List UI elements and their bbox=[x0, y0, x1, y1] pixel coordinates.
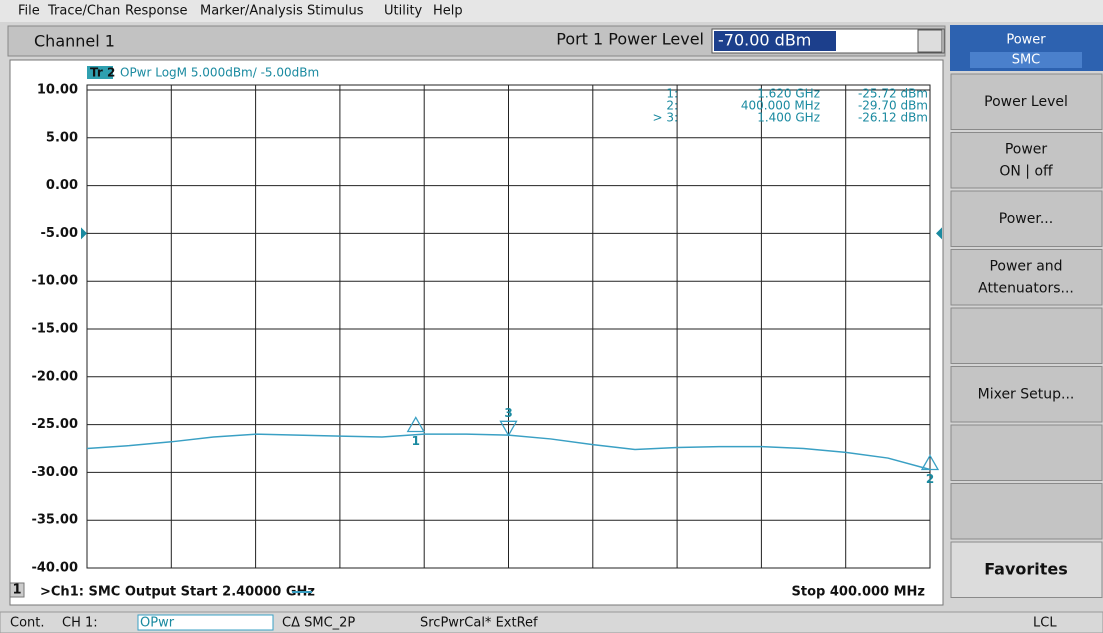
softkey[interactable] bbox=[950, 483, 1103, 540]
marker-table-x: 400.000 MHz bbox=[741, 99, 820, 113]
start-label: >Ch1: SMC Output Start 2.40000 GHz bbox=[40, 585, 315, 600]
plot-panel bbox=[9, 59, 944, 606]
softkey-label[interactable]: Power and bbox=[989, 258, 1062, 274]
y-tick-label: 5.00 bbox=[46, 130, 78, 145]
menu-item[interactable]: File bbox=[18, 4, 40, 19]
marker-id: 3 bbox=[504, 406, 512, 420]
menu-item[interactable]: Help bbox=[433, 4, 463, 19]
softkey-label[interactable]: ON | off bbox=[999, 163, 1053, 179]
status-item: OPwr bbox=[140, 616, 175, 631]
stop-label: Stop 400.000 MHz bbox=[792, 585, 925, 600]
y-tick-label: -15.00 bbox=[31, 322, 78, 337]
ref-arrow-right bbox=[936, 227, 942, 240]
softkey[interactable] bbox=[950, 73, 1103, 130]
y-tick-label: -20.00 bbox=[31, 369, 78, 384]
marker-id: 1 bbox=[412, 434, 420, 448]
status-item: Cont. bbox=[10, 616, 45, 631]
menu-item[interactable]: Response bbox=[125, 4, 187, 19]
softkey-header-sub: SMC bbox=[1012, 53, 1041, 68]
marker-table-id: 1: bbox=[666, 87, 678, 101]
softkey-label[interactable]: Power bbox=[1005, 141, 1048, 157]
softkey[interactable] bbox=[950, 132, 1103, 189]
field-value[interactable]: -70.00 dBm bbox=[718, 31, 811, 50]
softkey[interactable] bbox=[950, 366, 1103, 423]
softkey[interactable] bbox=[950, 190, 1103, 247]
softkey-label[interactable]: Mixer Setup... bbox=[978, 386, 1075, 402]
menu-item[interactable]: Marker/Analysis bbox=[200, 4, 303, 19]
status-bar bbox=[0, 611, 1103, 633]
marker-table-id: > 3: bbox=[652, 111, 678, 125]
channel-number-box bbox=[9, 582, 25, 598]
status-item: LCL bbox=[1033, 616, 1057, 631]
y-tick-label: -5.00 bbox=[41, 226, 78, 241]
marker-table-id: 2: bbox=[666, 99, 678, 113]
field-highlight bbox=[714, 31, 836, 51]
y-tick-label: 10.00 bbox=[37, 83, 78, 98]
marker-table-value: -29.70 dBm bbox=[858, 99, 928, 113]
field-label: Port 1 Power Level bbox=[556, 30, 704, 49]
softkey[interactable] bbox=[950, 424, 1103, 481]
plot-frame bbox=[86, 84, 931, 569]
y-tick-label: -40.00 bbox=[31, 561, 78, 576]
trace-id: Tr 2 bbox=[90, 66, 115, 80]
marker-table-value: -25.72 dBm bbox=[858, 87, 928, 101]
marker-table-x: 1.620 GHz bbox=[757, 87, 820, 101]
softkey-label[interactable]: Favorites bbox=[984, 559, 1068, 578]
y-tick-label: -30.00 bbox=[31, 465, 78, 480]
menu-item[interactable]: Utility bbox=[384, 4, 423, 19]
softkey-label[interactable]: Attenuators... bbox=[978, 280, 1074, 296]
marker-id: 2 bbox=[926, 472, 934, 486]
softkey-label[interactable]: Power... bbox=[999, 211, 1053, 227]
softkey-header-title: Power bbox=[1006, 33, 1046, 48]
status-highlight bbox=[137, 614, 274, 631]
marker-table-value: -26.12 dBm bbox=[858, 111, 928, 125]
trace-description: OPwr LogM 5.000dBm/ -5.00dBm bbox=[120, 66, 319, 80]
marker-table-x: 1.400 GHz bbox=[757, 111, 820, 125]
softkey[interactable] bbox=[950, 249, 1103, 306]
marker bbox=[920, 454, 940, 471]
softkey-label[interactable]: Power Level bbox=[984, 94, 1068, 110]
channel-number: 1 bbox=[12, 583, 21, 598]
status-item: SrcPwrCal* ExtRef bbox=[420, 616, 538, 631]
marker bbox=[406, 416, 425, 433]
status-item: CH 1: bbox=[62, 616, 98, 631]
y-tick-label: -35.00 bbox=[31, 513, 78, 528]
trace-tag bbox=[87, 66, 113, 79]
menu-bar bbox=[0, 0, 1103, 22]
softkey-header-box bbox=[970, 52, 1082, 68]
marker bbox=[499, 420, 518, 437]
softkey[interactable] bbox=[950, 307, 1103, 364]
status-item: CΔ SMC_2P bbox=[282, 616, 355, 631]
menu-item[interactable]: Trace/Chan bbox=[47, 4, 120, 19]
ref-arrow-left bbox=[81, 227, 87, 240]
y-tick-label: 0.00 bbox=[46, 178, 78, 193]
y-tick-label: -10.00 bbox=[31, 274, 78, 289]
softkey[interactable] bbox=[950, 541, 1103, 598]
y-tick-label: -25.00 bbox=[31, 417, 78, 432]
spin-button[interactable] bbox=[917, 29, 943, 53]
channel-title: Channel 1 bbox=[34, 32, 115, 51]
menu-item[interactable]: Stimulus bbox=[307, 4, 364, 19]
